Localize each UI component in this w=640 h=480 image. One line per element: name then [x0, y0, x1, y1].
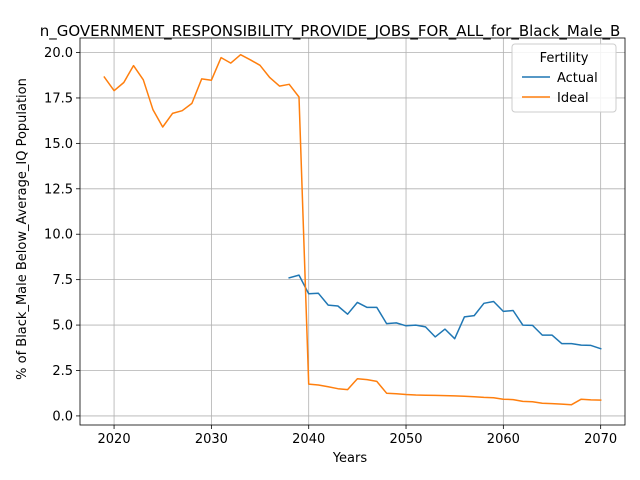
legend: Fertility Actual Ideal [511, 43, 617, 113]
y-tick-label: 10.0 [44, 228, 73, 243]
legend-box [511, 43, 617, 113]
y-tick-label: 7.5 [52, 273, 73, 288]
plot-frame [79, 37, 626, 426]
x-tick-label: 2060 [487, 432, 520, 447]
x-tick-label: 2070 [584, 432, 617, 447]
legend-title: Fertility [540, 51, 589, 66]
series-line-actual [288, 274, 602, 350]
legend-label-actual: Actual [557, 71, 598, 86]
x-tick-label: 2050 [389, 432, 422, 447]
y-tick-label: 2.5 [52, 364, 73, 379]
x-axis-ticks: 2020 2030 2040 2050 2060 2070 [98, 425, 617, 447]
y-tick-label: 0.0 [52, 409, 73, 424]
y-axis-label: % of Black_Male Below_Average_IQ Populat… [15, 78, 30, 380]
chart-title: n_GOVERNMENT_RESPONSIBILITY_PROVIDE_JOBS… [40, 22, 620, 41]
x-tick-label: 2040 [292, 432, 325, 447]
y-tick-label: 20.0 [44, 46, 73, 61]
x-tick-label: 2020 [98, 432, 131, 447]
x-tick-label: 2030 [195, 432, 228, 447]
series-line-ideal [103, 53, 602, 406]
y-tick-label: 15.0 [44, 137, 73, 152]
y-tick-label: 17.5 [44, 91, 73, 106]
legend-label-ideal: Ideal [557, 91, 589, 106]
grid [80, 38, 625, 425]
y-axis-ticks: 0.0 2.5 5.0 7.5 10.0 12.5 15.0 17.5 20.0 [44, 46, 80, 424]
y-tick-label: 5.0 [52, 319, 73, 334]
series-lines [103, 53, 602, 406]
y-tick-label: 12.5 [44, 182, 73, 197]
x-axis-label: Years [332, 451, 368, 466]
